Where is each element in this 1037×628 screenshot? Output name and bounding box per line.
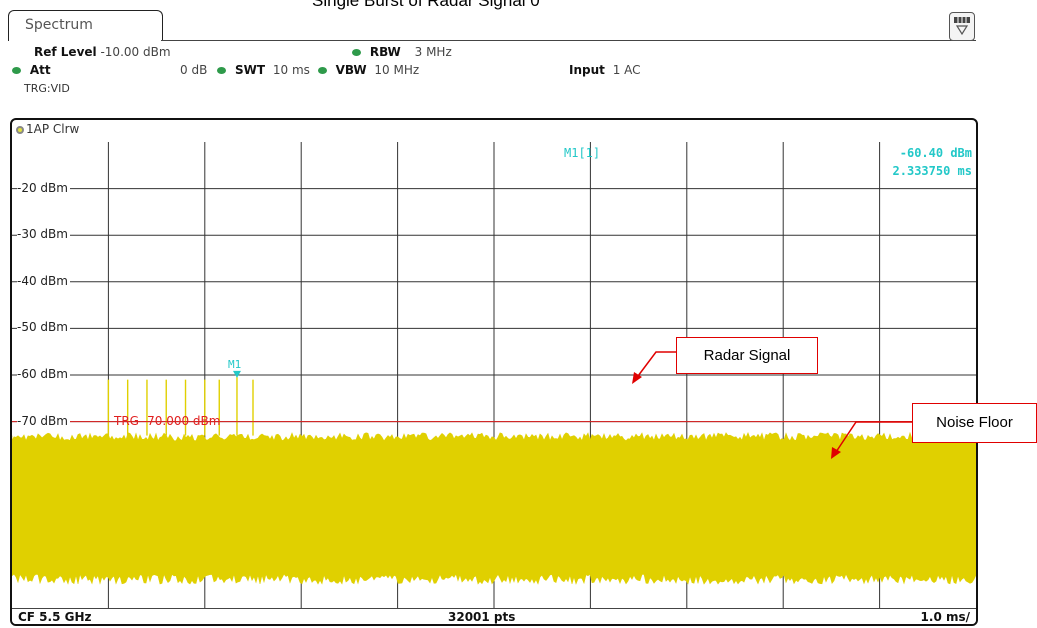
marker-name: M1[1]: [564, 146, 601, 160]
trace-label-text: 1AP Clrw: [26, 122, 80, 136]
y-axis-label: -50 dBm: [17, 320, 70, 335]
rbw-setting: RBW 3 MHz: [352, 45, 452, 59]
rbw-value: 3 MHz: [414, 45, 452, 59]
noise-floor-trace: [12, 431, 976, 585]
time-per-division: 1.0 ms/: [920, 610, 970, 624]
vbw-status-led: [317, 67, 327, 74]
input-setting: Input 1 AC: [569, 63, 641, 77]
input-label: Input: [569, 63, 605, 77]
att-value: 0 dB: [180, 63, 208, 77]
radar-arrow: [632, 351, 676, 384]
swt-status-led: [217, 67, 227, 74]
rbw-status-led: [352, 49, 361, 56]
y-axis-label: -70 dBm: [17, 413, 70, 428]
display-config-icon[interactable]: [949, 12, 975, 41]
ref-level: Ref Level -10.00 dBm: [34, 45, 171, 59]
panel-top-border: [161, 40, 976, 41]
y-axis-label: -60 dBm: [17, 367, 70, 381]
rbw-label: RBW: [369, 45, 401, 59]
marker-time: 2.333750 ms: [892, 164, 972, 178]
input-value: 1 AC: [612, 63, 641, 77]
att-value-group: 0 dB SWT 10 ms VBW 10 MHz: [180, 63, 419, 77]
noise-arrow: [831, 421, 912, 459]
plot-footer: CF 5.5 GHz 32001 pts 1.0 ms/: [12, 608, 976, 624]
trigger-mode: TRG:VID: [24, 82, 70, 95]
marker-m1: [232, 370, 241, 378]
radar-signal-callout: Radar Signal: [676, 337, 818, 374]
att-setting: Att: [12, 63, 51, 77]
sweep-points: 32001 pts: [448, 610, 516, 624]
tab-spectrum-label: Spectrum: [25, 17, 93, 33]
tab-spectrum[interactable]: Spectrum: [8, 10, 163, 41]
plot-canvas: [12, 142, 976, 608]
att-label: Att: [29, 63, 51, 77]
swt-label: SWT: [234, 63, 266, 77]
spectrum-plot[interactable]: 1AP Clrw M1[1] -60.40 dBm 2.333750 ms M1…: [10, 118, 978, 626]
noise-floor-callout: Noise Floor: [912, 403, 1037, 443]
y-axis-label: -20 dBm: [17, 180, 70, 195]
y-axis-label: -30 dBm: [17, 227, 70, 242]
y-axis-label: -40 dBm: [17, 273, 70, 288]
center-frequency: CF 5.5 GHz: [18, 610, 92, 624]
trace-label: 1AP Clrw: [16, 122, 79, 136]
att-status-led: [12, 67, 21, 74]
figure-title: Single Burst of Radar Signal 0: [312, 0, 540, 10]
ref-level-label: Ref Level: [34, 45, 97, 59]
marker-tag: M1: [227, 357, 242, 371]
marker-level: -60.40 dBm: [899, 146, 972, 160]
ref-level-value: -10.00 dBm: [100, 45, 171, 59]
vbw-value: 10 MHz: [374, 63, 420, 77]
trace-indicator-icon: [16, 125, 24, 134]
trigger-line-label: TRG -70.000 dBm: [114, 413, 221, 428]
swt-value: 10 ms: [272, 63, 310, 77]
vbw-label: VBW: [335, 63, 367, 77]
